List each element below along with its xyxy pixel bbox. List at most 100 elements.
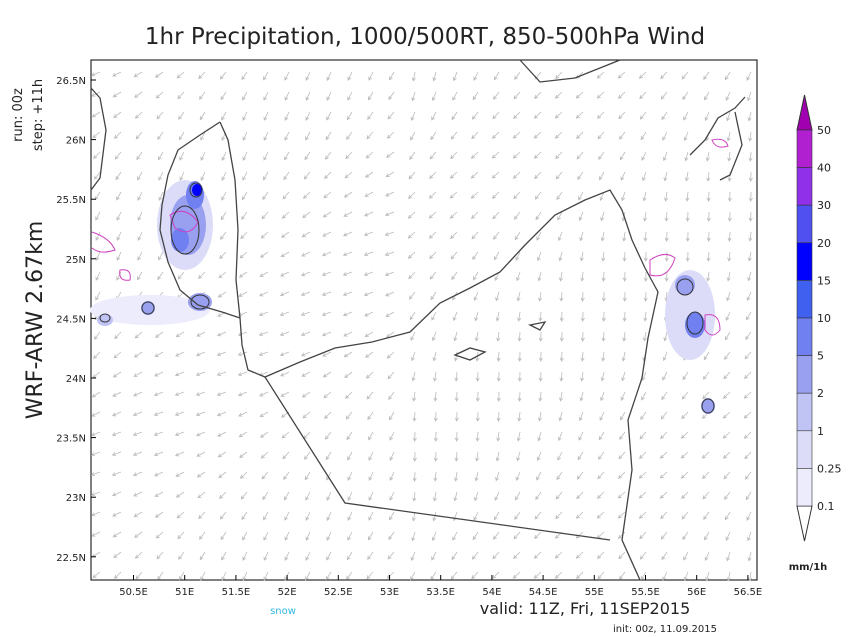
wind-arrow bbox=[263, 511, 269, 521]
wind-arrow bbox=[305, 571, 311, 581]
wind-arrow bbox=[663, 171, 668, 182]
wind-arrow bbox=[175, 471, 185, 477]
wind-arrow bbox=[495, 471, 500, 482]
wind-arrow bbox=[727, 191, 732, 202]
wind-arrow bbox=[429, 271, 437, 280]
wind-arrow bbox=[347, 491, 353, 501]
wind-arrow bbox=[493, 511, 500, 521]
wind-arrow bbox=[513, 531, 521, 540]
wind-arrow bbox=[640, 571, 647, 581]
wind-arrow bbox=[279, 291, 290, 297]
wind-arrow bbox=[579, 411, 584, 422]
wind-arrow bbox=[681, 391, 689, 400]
colorbar-label: 2 bbox=[817, 387, 824, 400]
wind-arrow bbox=[622, 251, 627, 262]
wind-arrow bbox=[199, 111, 206, 121]
wind-arrow bbox=[706, 171, 711, 182]
wind-arrow bbox=[600, 231, 605, 242]
wind-arrow bbox=[558, 391, 563, 402]
wind-arrow bbox=[111, 431, 122, 437]
wind-arrow bbox=[365, 151, 374, 159]
wind-arrow bbox=[555, 151, 563, 160]
wind-arrow bbox=[221, 551, 227, 561]
wind-arrow bbox=[156, 551, 164, 560]
island bbox=[453, 347, 487, 361]
wind-arrow bbox=[220, 211, 227, 221]
wind-arrow bbox=[579, 251, 584, 262]
wind-arrow bbox=[744, 451, 752, 460]
wind-arrow bbox=[576, 471, 584, 480]
wind-arrow bbox=[90, 451, 101, 457]
wind-arrow bbox=[388, 91, 395, 101]
lat-label: 26.5N bbox=[56, 76, 86, 87]
wind-arrow bbox=[516, 451, 521, 462]
wind-arrow bbox=[301, 231, 311, 238]
wind-arrow bbox=[284, 531, 290, 541]
wind-arrow bbox=[198, 511, 206, 520]
wind-arrow bbox=[470, 191, 479, 199]
wind-arrow bbox=[263, 91, 269, 101]
colorbar-box bbox=[796, 204, 813, 244]
coastline bbox=[90, 87, 107, 191]
contour bbox=[676, 278, 694, 296]
wind-arrow bbox=[747, 111, 752, 122]
contour bbox=[91, 231, 116, 253]
wind-arrow bbox=[176, 71, 185, 79]
wind-arrow bbox=[471, 551, 479, 560]
axes: 26.5N 26N 25.5N 25N 24.5N 24N 23.5N 23N 22.5N 50.… bbox=[56, 76, 762, 598]
wind-arrow bbox=[660, 431, 668, 440]
wind-arrow bbox=[452, 531, 458, 541]
wind-arrow bbox=[387, 551, 395, 560]
wind-arrow bbox=[514, 71, 521, 80]
wind-arrow bbox=[196, 471, 206, 478]
wind-arrow bbox=[95, 231, 101, 241]
wind-arrow bbox=[726, 291, 731, 302]
wind-arrow bbox=[537, 271, 542, 282]
lat-label: 23N bbox=[66, 493, 86, 504]
wind-arrow bbox=[517, 371, 522, 382]
colorbar-top bbox=[796, 94, 813, 131]
wind-arrow bbox=[681, 491, 689, 500]
wind-arrow bbox=[282, 451, 290, 460]
wind-arrow bbox=[241, 511, 248, 521]
wind-arrow bbox=[704, 551, 710, 562]
wind-arrow bbox=[726, 271, 731, 282]
wind-arrow bbox=[431, 91, 437, 102]
wind-arrow bbox=[263, 131, 269, 141]
wind-arrow bbox=[662, 371, 668, 381]
wind-arrow bbox=[258, 351, 269, 356]
wind-arrow bbox=[432, 71, 437, 82]
wind-arrow bbox=[516, 431, 521, 442]
wind-arrow bbox=[386, 131, 395, 139]
wind-arrow bbox=[412, 471, 417, 482]
wind-arrow bbox=[622, 291, 627, 302]
wind-arrow bbox=[261, 471, 269, 480]
wind-arrow bbox=[259, 411, 269, 417]
wind-arrow bbox=[137, 251, 143, 261]
wind-arrow bbox=[134, 331, 143, 339]
wind-arrow bbox=[450, 571, 458, 580]
wind-arrow bbox=[237, 391, 248, 397]
wind-arrow bbox=[703, 351, 710, 361]
wind-arrow bbox=[706, 191, 711, 202]
wind-arrow bbox=[471, 111, 479, 120]
colorbar-label: 0.25 bbox=[817, 462, 842, 475]
wind-arrow bbox=[158, 191, 164, 201]
wind-arrow bbox=[471, 211, 479, 219]
lon-label: 56E bbox=[687, 587, 706, 598]
wind-arrow bbox=[727, 211, 732, 222]
wind-arrow bbox=[601, 271, 606, 282]
wind-arrow bbox=[155, 71, 164, 78]
wind-arrow bbox=[660, 71, 668, 80]
wind-arrow bbox=[263, 171, 269, 181]
wind-arrow bbox=[554, 111, 563, 119]
wind-arrow bbox=[385, 311, 395, 317]
wind-arrow bbox=[346, 131, 353, 140]
wind-arrow bbox=[452, 71, 458, 82]
wind-arrow bbox=[534, 531, 542, 540]
wind-arrow bbox=[95, 271, 101, 281]
wind-arrow bbox=[596, 491, 605, 499]
wind-arrow bbox=[199, 531, 206, 540]
wind-arrow bbox=[557, 211, 563, 221]
wind-arrow bbox=[580, 311, 585, 322]
